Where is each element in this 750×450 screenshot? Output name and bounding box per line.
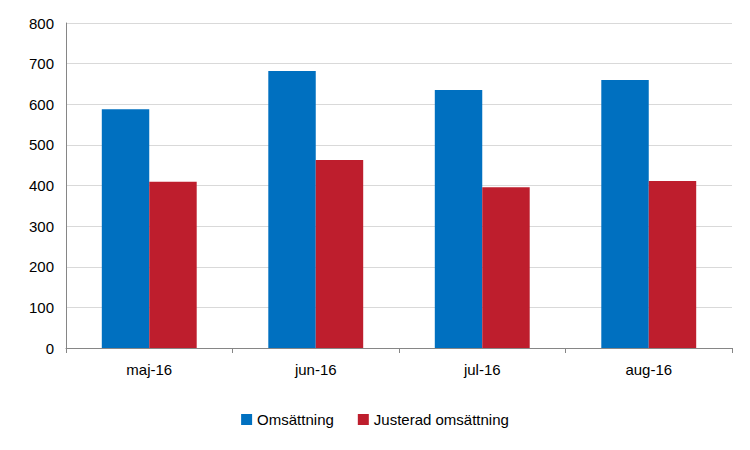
svg-text:aug-16: aug-16	[625, 361, 672, 378]
svg-text:maj-16: maj-16	[126, 361, 172, 378]
svg-text:Justerad omsättning: Justerad omsättning	[374, 411, 509, 428]
svg-text:600: 600	[29, 96, 54, 113]
svg-text:500: 500	[29, 136, 54, 153]
svg-text:200: 200	[29, 258, 54, 275]
svg-text:300: 300	[29, 218, 54, 235]
svg-text:jun-16: jun-16	[294, 361, 337, 378]
svg-text:Omsättning: Omsättning	[257, 411, 334, 428]
svg-text:0: 0	[46, 340, 54, 357]
svg-text:jul-16: jul-16	[463, 361, 501, 378]
svg-text:800: 800	[29, 15, 54, 32]
svg-text:100: 100	[29, 299, 54, 316]
svg-text:700: 700	[29, 55, 54, 72]
svg-text:400: 400	[29, 177, 54, 194]
